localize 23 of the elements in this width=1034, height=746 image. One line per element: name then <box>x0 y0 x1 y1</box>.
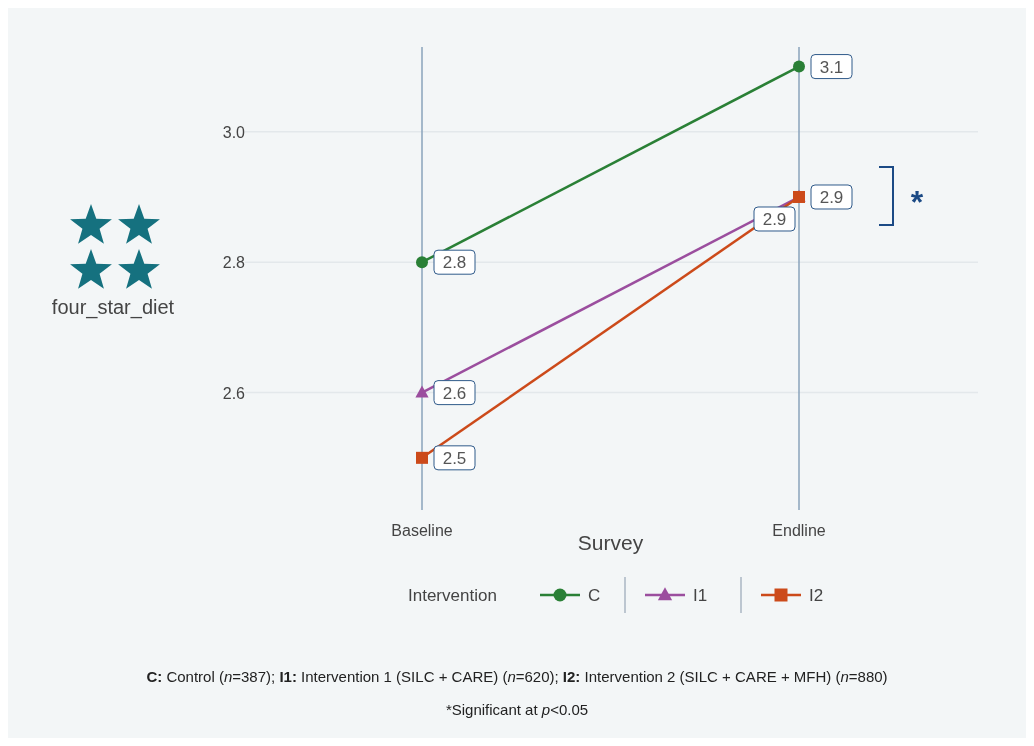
y-axis-title: four_star_diet <box>51 296 175 319</box>
legend-label: I2 <box>809 586 824 605</box>
x-axis-title: Survey <box>577 531 644 554</box>
annotation: * <box>910 183 924 220</box>
data-label: 2.9 <box>819 187 844 207</box>
data-label: 2.9 <box>762 209 787 229</box>
x-tick-label: Baseline <box>391 522 453 539</box>
legend-title: Intervention <box>408 586 497 605</box>
y-tick-label: 3.0 <box>222 123 246 141</box>
point <box>416 256 428 269</box>
legend-label: C <box>588 586 601 605</box>
text: *Significant at p<0.05 <box>445 701 589 718</box>
data-label: 2.5 <box>442 448 467 468</box>
data-label: 3.1 <box>819 57 844 77</box>
point <box>793 60 805 73</box>
data-label: 2.8 <box>442 253 467 273</box>
x-tick-label: Endline <box>772 522 826 539</box>
point <box>416 451 428 464</box>
y-tick-label: 2.8 <box>222 254 246 272</box>
y-tick-label: 2.6 <box>222 384 246 402</box>
text: C: Control (n=387); I1: Intervention 1 (SILC + CARE) (n=620); I2: Intervention 2 (SILC + CARE + MFH) (n=880) <box>146 668 888 685</box>
legend-label: I1 <box>693 586 708 605</box>
data-label: 2.6 <box>442 383 467 403</box>
